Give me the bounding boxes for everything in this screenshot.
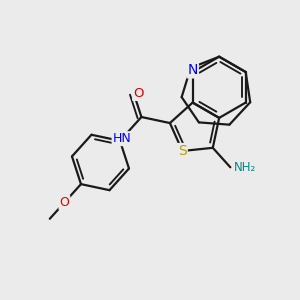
- Text: O: O: [59, 196, 69, 209]
- Text: S: S: [178, 144, 187, 158]
- Text: O: O: [133, 87, 144, 100]
- Text: NH₂: NH₂: [233, 161, 256, 174]
- Text: HN: HN: [112, 132, 131, 145]
- Text: N: N: [188, 64, 198, 77]
